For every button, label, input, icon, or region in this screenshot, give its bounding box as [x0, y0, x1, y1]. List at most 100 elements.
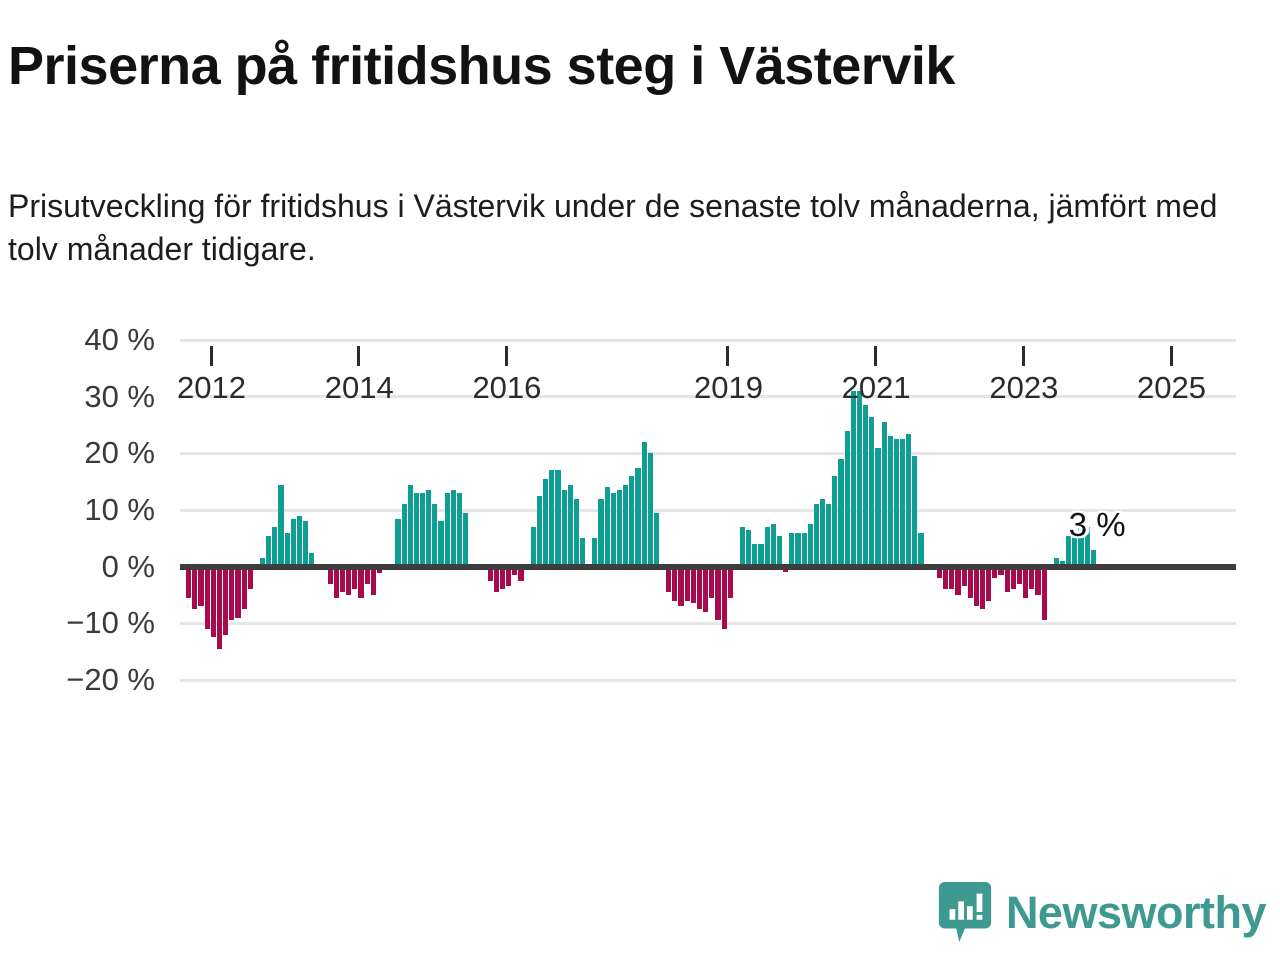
chart-bar [973, 566, 979, 607]
chart-bar [881, 422, 887, 567]
chart-bar [1053, 558, 1059, 567]
chart-bar [210, 566, 216, 638]
chart-bar [955, 566, 961, 595]
x-axis-tick-label: 2025 [1137, 370, 1207, 405]
chart-bar [1029, 566, 1035, 590]
y-axis-tick-label: −10 % [66, 605, 155, 641]
chart-bar [770, 524, 776, 567]
chart-bar [666, 566, 672, 593]
chart-bar [561, 490, 567, 567]
plot-area [180, 338, 1236, 682]
chart-bar [647, 453, 653, 567]
chart-bar [629, 476, 635, 567]
chart-bar [487, 566, 493, 581]
chart-bar [653, 512, 659, 567]
chart-bar [887, 436, 893, 567]
chart-bar [635, 467, 641, 567]
chart-bar [438, 521, 444, 567]
chart-bar [1035, 566, 1041, 595]
chart-bar [992, 566, 998, 578]
chart-bar [740, 527, 746, 567]
chart-bar [463, 512, 469, 567]
chart-bar [721, 566, 727, 629]
chart-bar [1066, 535, 1072, 567]
y-axis-labels: 40 % 30 % 20 % 10 % 0 % −10 % −20 % [10, 322, 155, 697]
gridline [180, 621, 1236, 625]
chart-bar [266, 535, 272, 567]
chart-bar [376, 566, 383, 574]
chart-bar [678, 566, 684, 607]
chart-bar [838, 459, 844, 567]
chart-bar [709, 566, 715, 598]
brand-name: Newsworthy [1005, 886, 1267, 938]
chart-bar [216, 566, 223, 649]
chart-bar [807, 524, 813, 567]
chart-bar [813, 504, 819, 567]
chart-bar [961, 566, 967, 587]
bar-chart-speech-bubble-icon [938, 882, 992, 942]
chart-bar [303, 521, 309, 567]
chart-bar [906, 433, 912, 567]
chart-bar [506, 566, 512, 587]
chart-bar [592, 538, 598, 567]
page-title: Priserna på fritidshus steg i Västervik [8, 36, 955, 96]
chart-bar [272, 527, 278, 567]
chart-bar [943, 566, 949, 590]
chart-bar [672, 566, 678, 601]
x-axis-tick-label: 2023 [989, 370, 1059, 405]
chart-bar [752, 544, 758, 567]
chart-bar [936, 566, 943, 578]
chart-bar [370, 566, 376, 595]
chart-bar [1041, 566, 1047, 621]
chart-bar [543, 478, 549, 567]
chart-bar [764, 527, 770, 567]
chart-bar [998, 566, 1004, 576]
chart-bar [1090, 549, 1096, 567]
chart-bar [949, 566, 955, 590]
chart-bar [512, 566, 518, 576]
y-axis-tick-label: 40 % [84, 322, 155, 357]
chart-bar [186, 566, 192, 598]
chart-bar [555, 470, 561, 567]
chart-bar [795, 532, 801, 567]
chart-bar [580, 538, 586, 567]
chart-bar [346, 566, 352, 595]
chart-bar [278, 484, 284, 567]
chart-bar [241, 566, 247, 610]
chart-bar [573, 498, 579, 567]
chart-bar [401, 504, 407, 567]
chart-bar [918, 532, 924, 567]
chart-bar [715, 566, 721, 621]
chart-bar [875, 447, 881, 567]
chart-bar [893, 439, 899, 567]
chart-bar [223, 566, 229, 635]
chart-bar [364, 566, 370, 584]
gridline [180, 508, 1236, 512]
chart-bar [1004, 566, 1010, 593]
chart-bar [395, 518, 401, 567]
chart-bar [260, 558, 266, 567]
chart-bar [530, 527, 536, 567]
chart-bar [746, 529, 752, 567]
chart-bar [616, 490, 623, 567]
chart-bar [690, 566, 696, 604]
x-axis-tick [504, 346, 508, 366]
chart-bar [623, 484, 629, 567]
chart-bar [610, 493, 616, 567]
chart-bar [1016, 566, 1023, 584]
x-axis-tick [1169, 346, 1173, 366]
chart-bar [912, 456, 918, 567]
chart-bar [536, 495, 543, 567]
newsworthy-logo: Newsworthy [938, 882, 1267, 942]
chart-bar [204, 566, 210, 629]
chart-bar [420, 493, 426, 567]
chart-bar [1078, 524, 1084, 567]
gridline [180, 451, 1236, 455]
chart-bar [444, 493, 450, 567]
chart-bar [358, 566, 364, 598]
chart-bar [493, 566, 499, 593]
x-axis-tick [209, 346, 213, 366]
gridline [180, 395, 1236, 399]
x-axis-tick-label: 2012 [177, 370, 247, 405]
gridline [180, 338, 1236, 342]
